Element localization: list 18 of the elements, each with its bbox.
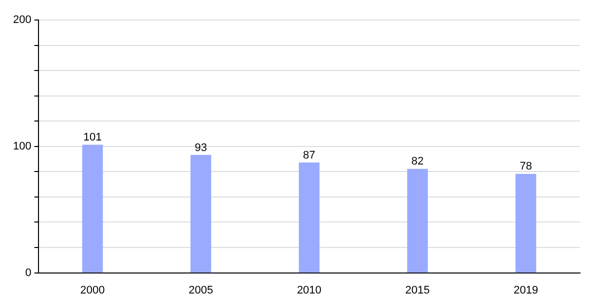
bar <box>516 174 536 273</box>
y-tick-label: 0 <box>25 266 32 279</box>
y-tick-label: 200 <box>12 14 32 26</box>
x-tick-label: 2015 <box>405 284 430 296</box>
x-tick-label: 2019 <box>514 284 538 296</box>
bar <box>407 168 428 273</box>
bar <box>298 162 320 273</box>
data-label: 93 <box>194 142 207 154</box>
x-tick-label: 2005 <box>188 284 214 296</box>
y-tick-label: 100 <box>12 140 32 152</box>
data-label: 78 <box>520 160 532 173</box>
data-label: 87 <box>303 149 316 162</box>
bar <box>190 154 212 273</box>
data-label: 82 <box>411 156 424 168</box>
bar <box>82 144 103 273</box>
data-label: 101 <box>83 132 102 144</box>
x-tick-label: 2000 <box>80 284 105 296</box>
x-tick-label: 2010 <box>296 284 322 296</box>
